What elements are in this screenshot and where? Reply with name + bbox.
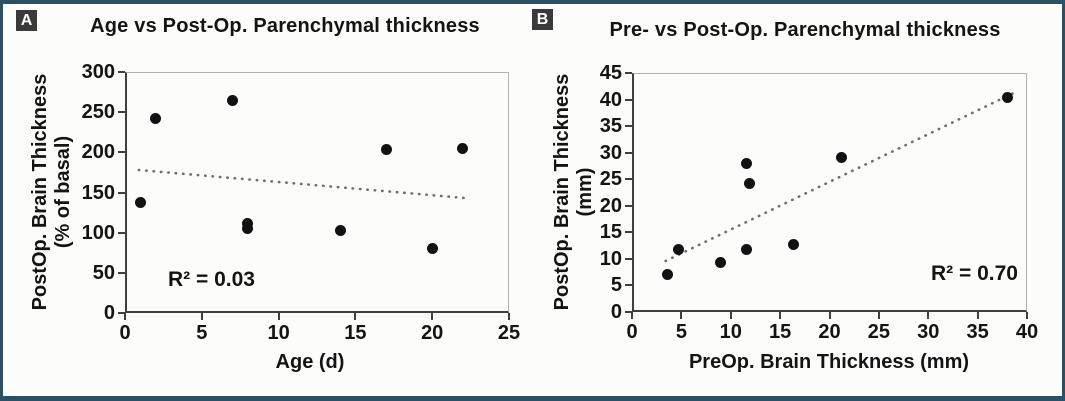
y-tick-label: 50	[92, 261, 115, 284]
x-tick-label: 10	[267, 322, 290, 344]
x-tick-mark	[779, 312, 782, 319]
trend-line	[664, 91, 1015, 263]
data-point	[134, 197, 146, 209]
y-tick-label: 25	[599, 168, 622, 191]
x-tick-label: 40	[1015, 321, 1039, 343]
y-tick-label: 300	[81, 61, 115, 83]
x-axis-title-a: Age (d)	[275, 351, 345, 373]
data-point	[741, 157, 753, 169]
y-tick-mark	[118, 312, 125, 314]
x-tick-mark	[729, 312, 732, 319]
x-tick-mark	[877, 312, 880, 319]
x-tick-mark	[508, 313, 510, 320]
y-tick-mark	[118, 151, 125, 154]
y-tick-mark	[625, 178, 632, 181]
y-tick-mark	[625, 151, 632, 154]
y-tick-mark	[118, 231, 125, 234]
data-point	[334, 224, 346, 236]
x-axis-title-b: PreOp. Brain Thickness (mm)	[688, 351, 970, 373]
y-tick-mark	[118, 111, 125, 114]
x-tick-label: 5	[675, 321, 687, 343]
x-tick-label: 15	[769, 321, 792, 343]
data-point	[715, 256, 727, 268]
data-point	[662, 269, 674, 281]
y-tick-mark	[625, 72, 632, 74]
chart-title-b: Pre- vs Post-Op. Parenchymal thickness	[609, 19, 1001, 41]
y-tick-mark	[118, 271, 125, 274]
x-tick-label: 5	[196, 322, 208, 344]
data-point	[150, 113, 162, 125]
y-tick-mark	[625, 231, 632, 234]
r-squared-annotation-b: R² = 0.70	[931, 262, 1018, 285]
y-tick-label: 35	[599, 115, 622, 138]
y-tick-mark	[625, 257, 632, 260]
plot-area-a	[125, 72, 509, 313]
x-tick-label: 10	[719, 321, 742, 343]
y-tick-label: 40	[599, 88, 622, 111]
x-tick-label: 25	[497, 322, 521, 344]
data-point	[242, 223, 254, 235]
x-tick-mark	[277, 313, 280, 320]
y-tick-label: 250	[81, 101, 115, 124]
y-tick-label: 0	[610, 301, 622, 323]
data-point	[741, 244, 753, 256]
y-tick-mark	[625, 204, 632, 207]
x-tick-mark	[124, 313, 126, 320]
x-tick-label: 0	[626, 321, 638, 343]
chart-title-a: Age vs Post-Op. Parenchymal thickness	[90, 15, 480, 37]
x-tick-label: 15	[344, 322, 367, 344]
data-point	[788, 238, 800, 250]
data-point	[242, 217, 254, 229]
data-point	[835, 152, 847, 164]
data-point	[227, 94, 239, 106]
trend-line	[137, 168, 468, 200]
y-tick-mark	[118, 191, 125, 194]
y-tick-label: 10	[599, 247, 622, 270]
y-tick-mark	[625, 311, 632, 313]
x-tick-mark	[431, 313, 434, 320]
x-tick-mark	[828, 312, 831, 319]
x-tick-mark	[927, 312, 930, 319]
x-tick-mark	[200, 313, 203, 320]
x-tick-mark	[680, 312, 683, 319]
data-point	[672, 244, 684, 256]
y-tick-label: 200	[81, 141, 115, 164]
y-tick-label: 30	[599, 141, 622, 164]
y-tick-label: 0	[103, 302, 115, 324]
plot-area-b	[632, 73, 1027, 312]
panel-marker-a: A	[16, 10, 37, 31]
x-tick-label: 25	[867, 321, 890, 343]
data-point	[380, 144, 392, 156]
x-tick-label: 20	[421, 322, 444, 344]
y-tick-label: 20	[599, 194, 622, 217]
y-tick-label: 15	[599, 221, 622, 244]
data-point	[457, 142, 469, 154]
panel-marker-b: B	[532, 9, 553, 30]
y-tick-label: 150	[81, 181, 115, 204]
y-tick-mark	[118, 71, 125, 73]
data-point	[744, 177, 755, 189]
y-tick-label: 45	[599, 62, 622, 84]
y-tick-mark	[625, 98, 632, 101]
y-tick-mark	[625, 125, 632, 128]
x-tick-label: 0	[119, 322, 131, 344]
data-point	[426, 243, 438, 255]
r-squared-annotation-a: R² = 0.03	[168, 268, 255, 291]
x-tick-mark	[976, 312, 979, 319]
y-tick-mark	[625, 284, 632, 287]
data-point	[1001, 91, 1013, 103]
y-tick-label: 100	[81, 221, 115, 244]
x-tick-mark	[354, 313, 357, 320]
x-tick-label: 20	[818, 321, 841, 343]
y-tick-label: 5	[610, 274, 622, 297]
x-tick-label: 30	[917, 321, 940, 343]
x-tick-mark	[631, 312, 633, 319]
x-tick-mark	[1026, 312, 1028, 319]
x-tick-label: 35	[966, 321, 989, 343]
